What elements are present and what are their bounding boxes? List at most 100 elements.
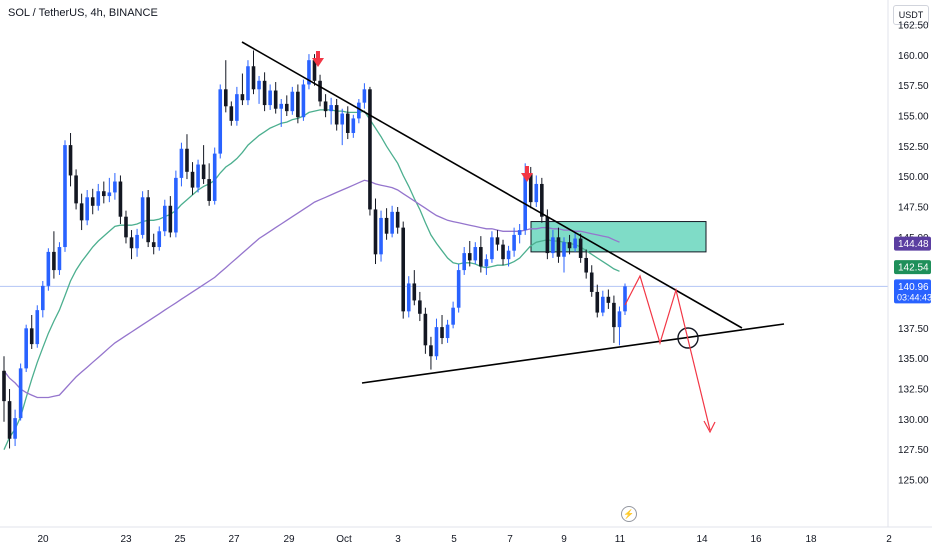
candle	[373, 198, 378, 265]
candle	[168, 196, 173, 238]
candle	[146, 190, 150, 248]
candle	[329, 97, 333, 125]
candle-body	[534, 183, 539, 203]
candle-body	[201, 164, 206, 180]
candle	[251, 50, 256, 95]
candle-body	[135, 234, 139, 249]
price-tag-label: 142.54	[898, 263, 929, 274]
candle	[318, 74, 322, 107]
candle-body	[540, 183, 544, 217]
candle-body	[379, 217, 383, 255]
candle-body	[140, 197, 145, 235]
candle-body	[18, 368, 23, 419]
candle-body	[102, 191, 106, 197]
y-tick-label: 125.00	[898, 476, 929, 487]
candle	[240, 73, 245, 106]
candle-body	[562, 242, 566, 257]
candle-body	[357, 102, 361, 119]
candle	[534, 175, 539, 207]
candle-body	[229, 106, 234, 121]
x-tick-label: 23	[120, 534, 132, 545]
y-tick-label: 127.50	[898, 445, 929, 456]
time-axis[interactable]: 20 23 25 27 29 Oct 3 5 7 9 11 14 16 18 2	[37, 534, 892, 545]
candle	[102, 181, 106, 204]
candle-body	[545, 216, 550, 254]
candle	[323, 94, 328, 118]
candle	[63, 140, 67, 252]
y-tick-label: 162.50	[898, 21, 929, 32]
candle-body	[312, 60, 317, 81]
moving-averages	[3, 109, 620, 450]
candle	[135, 228, 139, 257]
candle-body	[151, 242, 156, 248]
candle	[445, 319, 450, 343]
candle-body	[528, 173, 533, 203]
candle-body	[90, 197, 95, 206]
candle	[268, 84, 272, 110]
candle-body	[523, 173, 527, 231]
ema-long-line	[3, 179, 620, 399]
x-tick-label: 29	[283, 534, 295, 545]
candle	[218, 84, 223, 159]
price-axis[interactable]: 162.50 160.00 157.50 155.00 152.50 150.00 147.…	[898, 21, 929, 487]
candle	[52, 231, 56, 279]
candle-body	[384, 217, 389, 234]
candles	[2, 50, 627, 449]
candle	[429, 336, 433, 370]
candle	[479, 236, 483, 273]
candle-body	[501, 244, 505, 260]
x-tick-label: Oct	[336, 534, 352, 545]
candle	[412, 270, 417, 306]
candle	[273, 82, 278, 114]
candle	[41, 281, 45, 318]
lightning-icon[interactable]: ⚡	[621, 506, 637, 522]
candle	[290, 86, 295, 115]
ascending-trendline	[361, 323, 785, 384]
candle	[190, 162, 195, 195]
candle	[174, 170, 178, 238]
candle-body	[257, 80, 261, 90]
candle-body	[68, 145, 73, 176]
sell-arrow-icon	[521, 173, 533, 182]
candle-body	[296, 91, 300, 118]
candle-body	[512, 234, 516, 251]
candle-body	[434, 327, 439, 357]
candle-body	[473, 247, 478, 261]
candle-body	[301, 84, 306, 118]
y-tick-label: 157.50	[898, 81, 929, 92]
candle-body	[218, 89, 223, 154]
candle	[495, 230, 500, 251]
candle	[595, 284, 600, 318]
y-tick-label: 152.50	[898, 142, 929, 153]
candle	[113, 173, 117, 200]
candle	[473, 242, 478, 265]
candle-body	[307, 60, 311, 85]
candle-body	[467, 253, 472, 261]
candle	[589, 265, 594, 297]
x-tick-label: 3	[395, 534, 401, 545]
projection-arrowhead	[703, 420, 716, 434]
currency-button[interactable]: USDT	[893, 5, 929, 25]
candle-body	[129, 237, 134, 249]
candle-body	[578, 238, 583, 258]
candle	[18, 363, 23, 421]
candle-body	[2, 370, 6, 402]
price-tag-label: 144.48	[898, 239, 929, 250]
candle	[24, 324, 28, 373]
candle-body	[418, 300, 422, 314]
candle-body	[96, 191, 101, 206]
candle	[235, 86, 239, 126]
x-tick-label: 14	[696, 534, 708, 545]
candle-body	[124, 216, 128, 238]
candle	[484, 254, 489, 275]
candle-body	[107, 192, 112, 197]
candle-body	[262, 80, 267, 106]
candle	[556, 227, 561, 263]
candle	[334, 99, 339, 131]
candle-body	[584, 257, 588, 273]
candle-body	[517, 230, 522, 235]
candle-body	[52, 251, 56, 271]
y-tick-label: 155.00	[898, 112, 929, 123]
x-tick-label: 16	[750, 534, 762, 545]
